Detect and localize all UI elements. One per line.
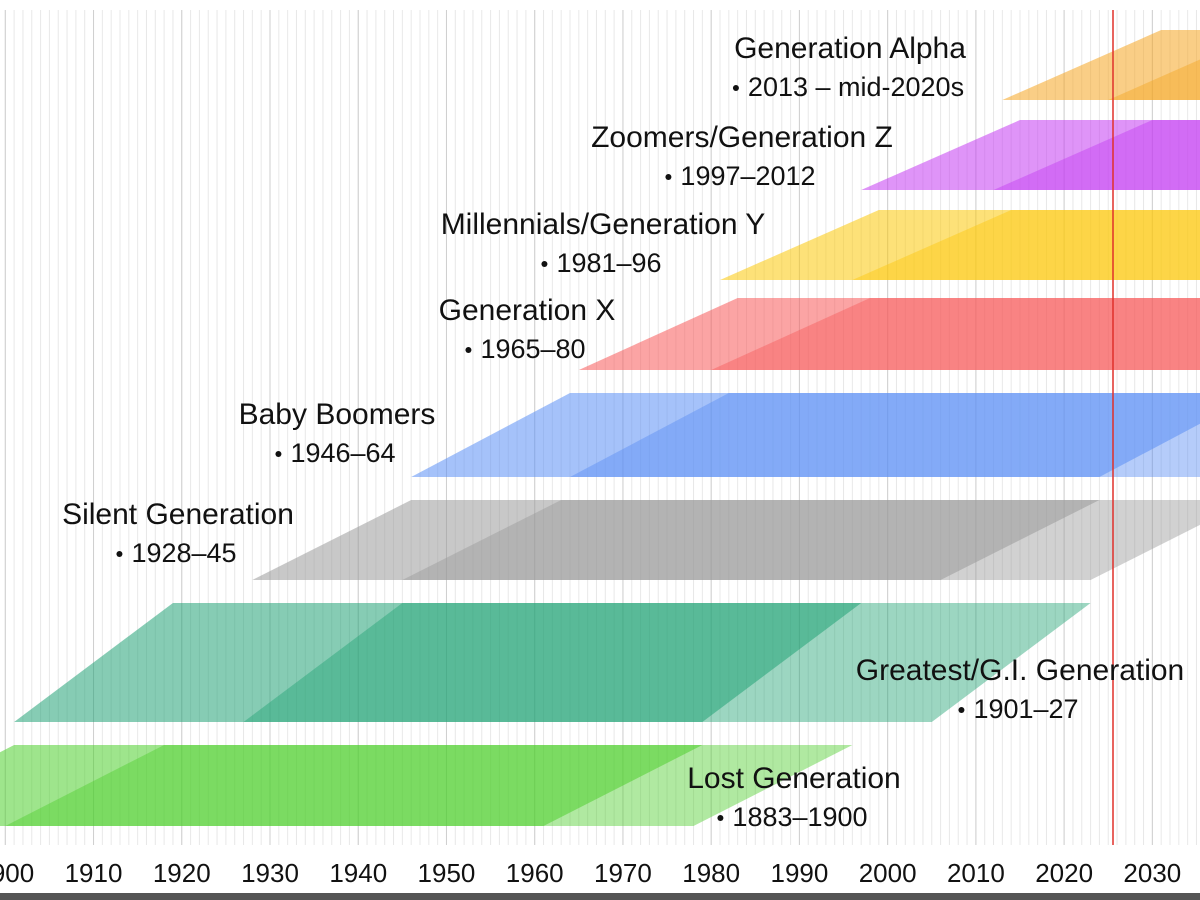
x-tick-label: 1990 <box>770 858 828 888</box>
generation-band-overlap <box>711 298 1200 370</box>
bottom-strip <box>0 893 1200 900</box>
birth-marker <box>958 707 965 713</box>
birth-marker <box>465 347 472 353</box>
x-tick-label: 1910 <box>65 858 123 888</box>
birth-marker <box>665 174 672 180</box>
generation-period: 1965–80 <box>480 334 585 364</box>
generation-band <box>720 210 1200 280</box>
x-tick-label: 1960 <box>506 858 564 888</box>
generation-name: Greatest/G.I. Generation <box>856 654 1185 687</box>
generation-name: Zoomers/Generation Z <box>591 121 893 154</box>
labels: Generation Alpha 2013 – mid-2020s Zoomers/… <box>62 32 1184 832</box>
generation-name: Lost Generation <box>687 762 900 795</box>
generation-band-overlap <box>243 603 1091 722</box>
generation-name: Millennials/Generation Y <box>441 208 766 241</box>
x-tick-label: 1940 <box>329 858 387 888</box>
x-tick-label: 1950 <box>418 858 476 888</box>
generation-name: Generation X <box>439 294 616 327</box>
x-tick-label: 1980 <box>682 858 740 888</box>
generation-name: Silent Generation <box>62 498 294 531</box>
generation-period: 1946–64 <box>290 438 395 468</box>
birth-marker <box>116 551 123 557</box>
birth-marker <box>275 451 282 457</box>
birth-marker <box>717 815 724 821</box>
x-tick-label: 2010 <box>947 858 1005 888</box>
birth-marker <box>541 261 548 267</box>
generation-period: 1928–45 <box>131 538 236 568</box>
generation-band-overlap <box>5 745 853 826</box>
x-tick-label: 1970 <box>594 858 652 888</box>
generation-period: 1883–1900 <box>732 802 867 832</box>
generation-band <box>578 298 1200 370</box>
x-tick-label: 1920 <box>153 858 211 888</box>
generation-band <box>252 500 1100 580</box>
birth-marker <box>732 85 739 91</box>
x-tick-label: 1900 <box>0 858 34 888</box>
x-tick-label: 1930 <box>241 858 299 888</box>
generation-period: 1901–27 <box>973 694 1078 724</box>
generation-period: 1997–2012 <box>680 161 815 191</box>
x-tick-label: 2020 <box>1035 858 1093 888</box>
x-tick-label: 2030 <box>1123 858 1181 888</box>
generation-name: Generation Alpha <box>734 32 966 65</box>
generation-period: 2013 – mid-2020s <box>748 72 964 102</box>
x-tick-label: 2000 <box>859 858 917 888</box>
generation-band-overlap <box>570 393 1200 477</box>
generation-band <box>861 120 1200 190</box>
generation-period: 1981–96 <box>556 248 661 278</box>
generation-band <box>0 745 703 826</box>
generation-band <box>14 603 862 722</box>
generation-band-overlap <box>402 500 1200 580</box>
generation-band <box>1002 30 1200 100</box>
shapes <box>0 30 1200 826</box>
generation-band-overlap <box>993 120 1200 190</box>
generation-band-overlap <box>1108 59 1200 100</box>
generation-band <box>411 393 1200 477</box>
generation-name: Baby Boomers <box>239 398 436 431</box>
